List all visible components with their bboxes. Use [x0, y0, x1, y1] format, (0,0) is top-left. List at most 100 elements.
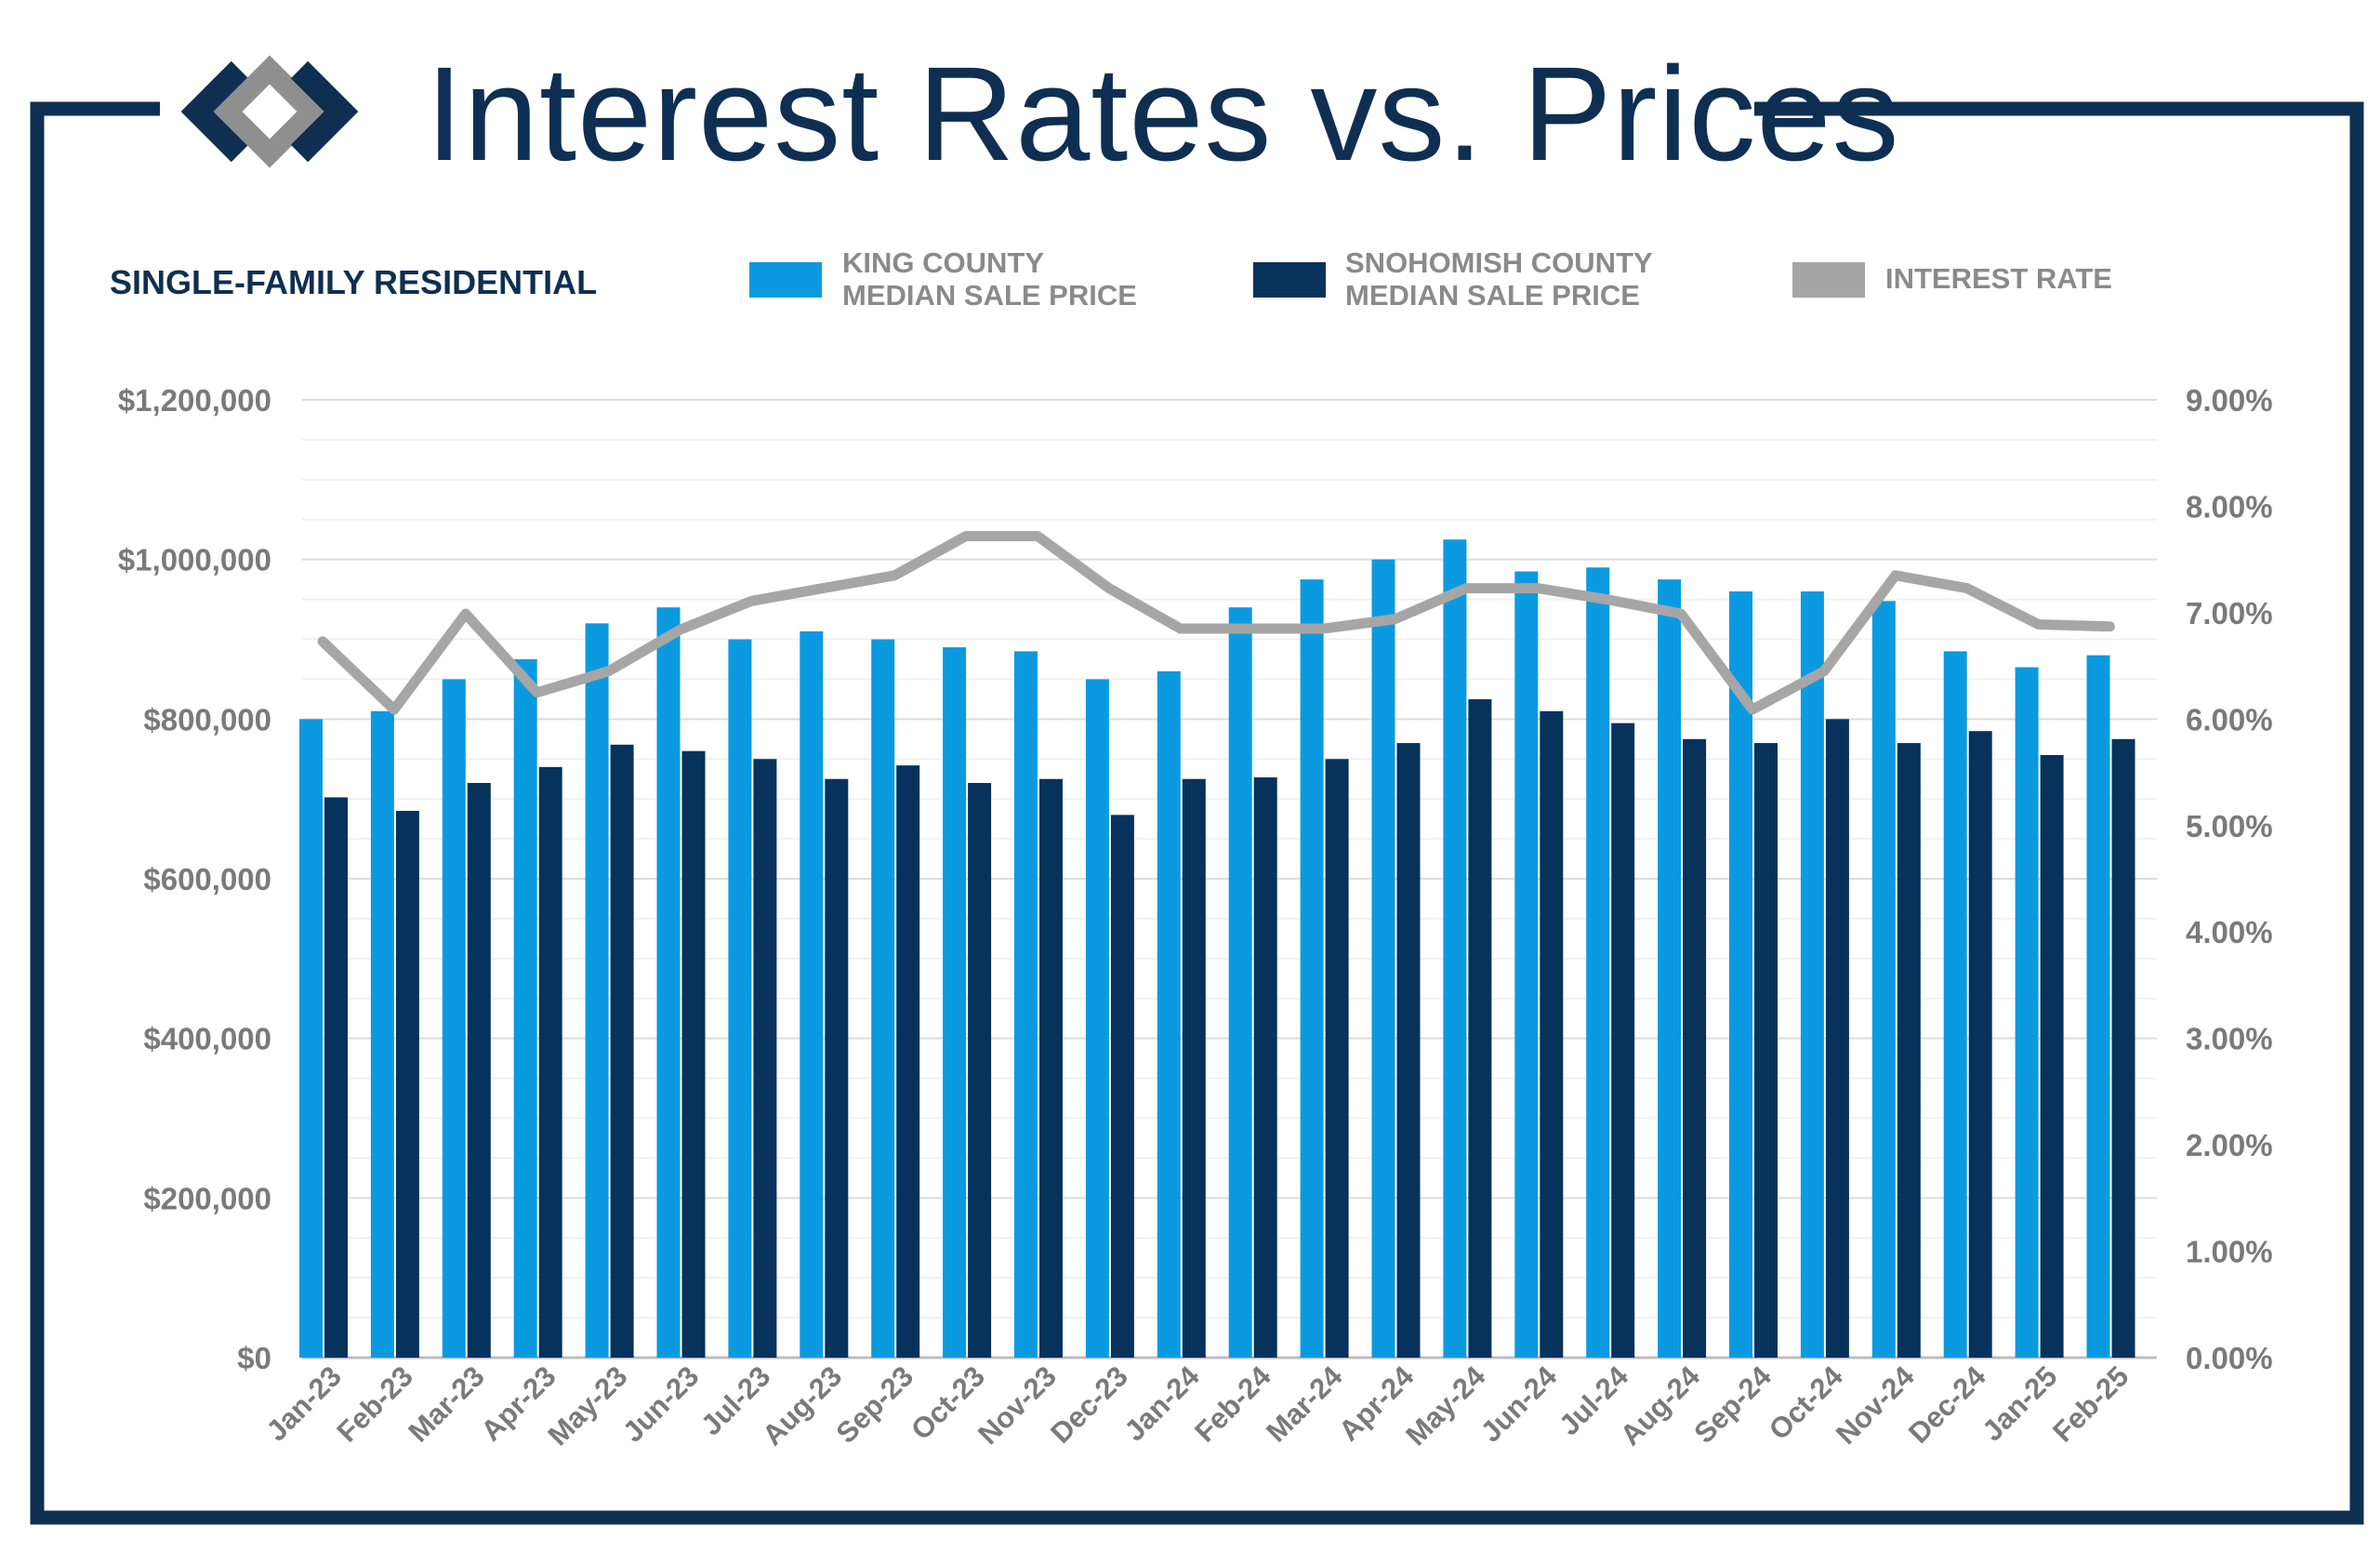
x-tick-label: Jan-25: [1976, 1360, 2063, 1447]
bar-king-county: [2086, 655, 2110, 1358]
legend-label-line1: SNOHOMISH COUNTY: [1345, 246, 1653, 279]
y-left-tick-label: $200,000: [143, 1181, 271, 1215]
bar-snohomish-county: [1754, 743, 1778, 1358]
x-tick-label: Jan-24: [1118, 1360, 1207, 1448]
x-tick-label: Jun-24: [1474, 1360, 1564, 1449]
y-right-tick-label: 2.00%: [2186, 1128, 2273, 1162]
bar-snohomish-county: [825, 778, 849, 1358]
bar-king-county: [1658, 579, 1682, 1358]
bar-king-county: [1014, 651, 1038, 1358]
bar-king-county: [800, 630, 824, 1358]
bar-king-county: [656, 607, 681, 1358]
legend-label-king: KING COUNTY MEDIAN SALE PRICE: [842, 246, 1137, 312]
x-tick-label: Nov-24: [1830, 1360, 1921, 1451]
x-tick-label: Sep-24: [1687, 1360, 1778, 1450]
legend-swatch-snohomish: [1253, 262, 1326, 298]
interest-rate-line: [317, 530, 2115, 715]
y-right-tick-label: 9.00%: [2186, 383, 2273, 418]
y-right-tick-label: 1.00%: [2186, 1235, 2273, 1269]
x-tick-label: Mar-23: [402, 1360, 490, 1448]
x-tick-label: Aug-24: [1614, 1360, 1707, 1453]
y-right-tick-label: 5.00%: [2186, 809, 2273, 843]
x-tick-label: Feb-23: [330, 1360, 418, 1448]
bar-king-county: [1514, 571, 1539, 1358]
chart-title: Interest Rates vs. Prices: [426, 39, 1900, 189]
bar-snohomish-county: [467, 783, 491, 1358]
y-right-tick-label: 4.00%: [2186, 915, 2273, 949]
bar-snohomish-county: [324, 797, 348, 1358]
bar-king-county: [1943, 651, 1967, 1358]
bar-king-county: [442, 679, 466, 1358]
bar-snohomish-county: [1968, 731, 1992, 1358]
bar-king-county: [1157, 670, 1181, 1358]
bar-king-county: [943, 647, 967, 1358]
x-tick-label: Feb-25: [2046, 1360, 2135, 1448]
legend-swatch-king: [749, 262, 822, 298]
y-right-tick-label: 8.00%: [2186, 489, 2273, 524]
x-tick-label: Feb-24: [1188, 1360, 1277, 1449]
chart-subtitle: SINGLE-FAMILY RESIDENTIAL: [110, 263, 598, 301]
x-tick-label: Jan-23: [260, 1360, 348, 1447]
bar-king-county: [1800, 591, 1824, 1358]
bar-king-county: [299, 719, 323, 1358]
x-tick-label: Dec-23: [1044, 1360, 1134, 1450]
y-left-tick-label: $1,200,000: [118, 383, 271, 418]
bar-king-county: [513, 658, 537, 1358]
bar-king-county: [871, 639, 895, 1358]
bar-snohomish-county: [395, 811, 419, 1358]
bar-king-county: [1729, 591, 1752, 1358]
bar-snohomish-county: [610, 744, 634, 1358]
bar-snohomish-county: [1325, 759, 1349, 1358]
bar-king-county: [1300, 579, 1324, 1358]
y-left-tick-label: $800,000: [143, 702, 271, 736]
bar-snohomish-county: [681, 750, 706, 1358]
bar-king-county: [370, 710, 394, 1358]
bar-king-county: [728, 639, 752, 1358]
x-tick-label: Nov-23: [972, 1360, 1063, 1451]
bar-snohomish-county: [1897, 743, 1921, 1358]
bar-snohomish-county: [1396, 743, 1421, 1358]
bar-snohomish-county: [896, 765, 920, 1358]
x-tick-label: Aug-23: [756, 1360, 848, 1452]
bar-snohomish-county: [1825, 719, 1849, 1358]
bar-snohomish-county: [1110, 815, 1134, 1358]
bar-snohomish-county: [968, 783, 992, 1358]
bar-snohomish-county: [2040, 754, 2064, 1358]
y-right-tick-label: 3.00%: [2186, 1022, 2273, 1056]
bar-snohomish-county: [538, 766, 562, 1358]
bar-king-county: [1371, 559, 1395, 1358]
legend-swatch-interest-rate: [1792, 262, 1865, 298]
bar-king-county: [1586, 567, 1610, 1358]
y-left-tick-label: $600,000: [143, 862, 271, 896]
bar-king-county: [1443, 539, 1467, 1358]
bar-snohomish-county: [1540, 710, 1564, 1358]
x-tick-label: May-24: [1399, 1360, 1492, 1453]
bar-snohomish-county: [2111, 738, 2135, 1358]
bar-snohomish-county: [1182, 778, 1206, 1358]
y-right-tick-label: 0.00%: [2186, 1341, 2273, 1375]
x-tick-label: Mar-24: [1260, 1360, 1349, 1449]
y-left-tick-label: $1,000,000: [118, 543, 271, 577]
y-right-tick-label: 7.00%: [2186, 596, 2273, 630]
windermere-logo-icon: [180, 55, 359, 168]
bar-snohomish-county: [1468, 698, 1492, 1358]
bar-snohomish-county: [1253, 776, 1277, 1358]
bar-snohomish-county: [1611, 723, 1635, 1358]
y-left-tick-label: $400,000: [143, 1022, 271, 1056]
x-tick-label: Sep-23: [830, 1360, 920, 1450]
x-tick-label: May-23: [541, 1360, 633, 1452]
bar-snohomish-county: [1683, 738, 1707, 1358]
bar-king-county: [585, 623, 609, 1358]
x-tick-label: Jun-23: [616, 1360, 705, 1448]
bar-king-county: [2015, 667, 2039, 1358]
legend-label-line2: MEDIAN SALE PRICE: [1345, 279, 1640, 312]
bar-king-county: [1871, 601, 1896, 1358]
y-left-tick-label: $0: [237, 1341, 271, 1375]
legend-label-line2: MEDIAN SALE PRICE: [842, 279, 1137, 312]
y-right-tick-label: 6.00%: [2186, 702, 2273, 736]
bar-snohomish-county: [1039, 778, 1063, 1358]
bar-king-county: [1228, 607, 1252, 1358]
x-tick-label: Dec-24: [1902, 1360, 1992, 1450]
